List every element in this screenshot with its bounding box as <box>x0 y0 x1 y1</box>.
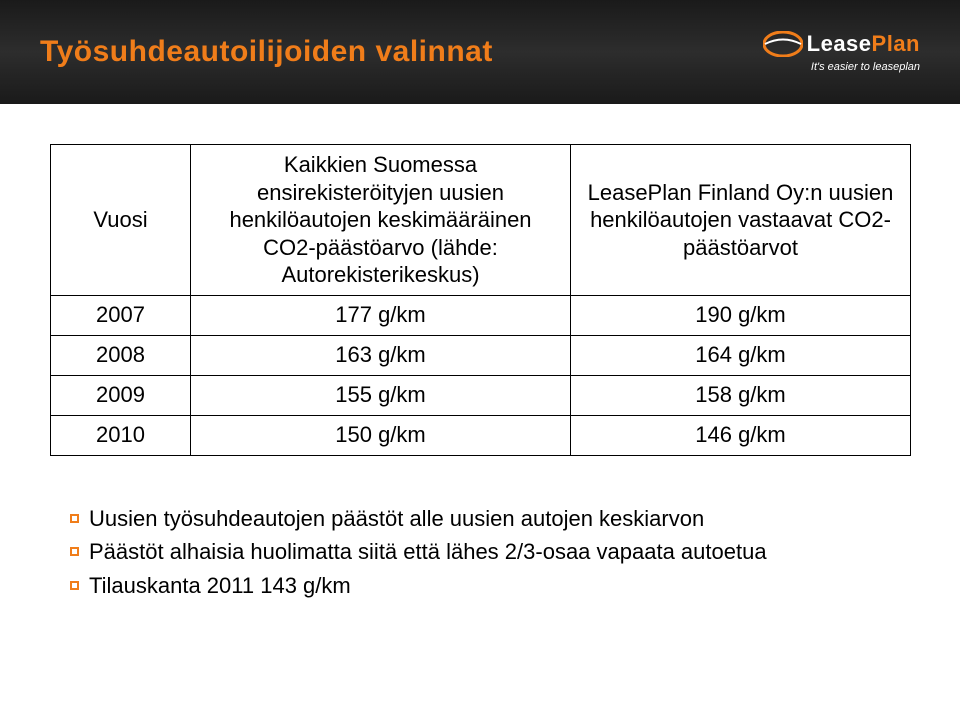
logo-text: LeasePlan <box>807 31 920 57</box>
cell-national: 163 g/km <box>191 335 571 375</box>
cell-national: 155 g/km <box>191 375 571 415</box>
list-item: Päästöt alhaisia huolimatta siitä että l… <box>70 537 910 567</box>
bullet-list: Uusien työsuhdeautojen päästöt alle uusi… <box>0 476 960 601</box>
logo-text-plan: Plan <box>872 31 920 56</box>
col-header-national: Kaikkien Suomessa ensirekisteröityjen uu… <box>191 145 571 296</box>
cell-leaseplan: 158 g/km <box>571 375 911 415</box>
page-title: Työsuhdeautoilijoiden valinnat <box>40 35 493 69</box>
cell-year: 2007 <box>51 295 191 335</box>
cell-leaseplan: 164 g/km <box>571 335 911 375</box>
cell-year: 2008 <box>51 335 191 375</box>
col-header-leaseplan: LeasePlan Finland Oy:n uusien henkilöaut… <box>571 145 911 296</box>
bullet-marker-icon <box>70 581 79 590</box>
cell-national: 177 g/km <box>191 295 571 335</box>
list-item: Uusien työsuhdeautojen päästöt alle uusi… <box>70 504 910 534</box>
leaseplan-logo: LeasePlan <box>763 31 920 57</box>
col-header-year: Vuosi <box>51 145 191 296</box>
cell-year: 2009 <box>51 375 191 415</box>
list-item: Tilauskanta 2011 143 g/km <box>70 571 910 601</box>
logo-area: LeasePlan It's easier to leaseplan <box>763 31 920 73</box>
table-row: 2007 177 g/km 190 g/km <box>51 295 911 335</box>
table-row: 2010 150 g/km 146 g/km <box>51 415 911 455</box>
table-header-row: Vuosi Kaikkien Suomessa ensirekisteröity… <box>51 145 911 296</box>
logo-text-lease: Lease <box>807 31 872 56</box>
content-area: Vuosi Kaikkien Suomessa ensirekisteröity… <box>0 104 960 476</box>
table-row: 2008 163 g/km 164 g/km <box>51 335 911 375</box>
header-bar: Työsuhdeautoilijoiden valinnat LeasePlan… <box>0 0 960 104</box>
table-row: 2009 155 g/km 158 g/km <box>51 375 911 415</box>
logo-tagline: It's easier to leaseplan <box>811 61 920 73</box>
emissions-table: Vuosi Kaikkien Suomessa ensirekisteröity… <box>50 144 911 456</box>
cell-national: 150 g/km <box>191 415 571 455</box>
bullet-text: Uusien työsuhdeautojen päästöt alle uusi… <box>89 504 704 534</box>
cell-leaseplan: 190 g/km <box>571 295 911 335</box>
cell-year: 2010 <box>51 415 191 455</box>
bullet-marker-icon <box>70 514 79 523</box>
bullet-text: Tilauskanta 2011 143 g/km <box>89 571 351 601</box>
cell-leaseplan: 146 g/km <box>571 415 911 455</box>
bullet-marker-icon <box>70 547 79 556</box>
bullet-text: Päästöt alhaisia huolimatta siitä että l… <box>89 537 767 567</box>
leaseplan-swoosh-icon <box>763 31 803 57</box>
